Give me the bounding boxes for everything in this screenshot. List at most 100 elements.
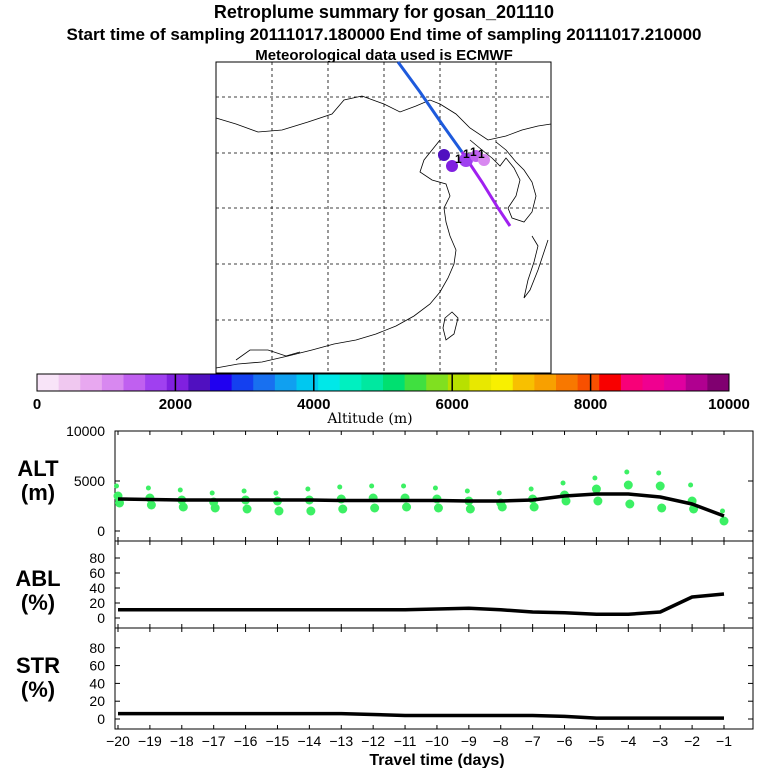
- altitude-point: [273, 490, 279, 496]
- chart-title: Retroplume summary for gosan_201110: [213, 2, 555, 22]
- altitude-point: [593, 496, 603, 506]
- y-tick-label: 20: [89, 693, 105, 709]
- colorbar-swatch: [383, 374, 406, 391]
- plume-blobs: [438, 149, 490, 172]
- colorbar-frame: [36, 373, 730, 392]
- colorbar-swatch: [210, 374, 233, 391]
- map-frame: [215, 61, 552, 374]
- y-tick-label: 0: [97, 610, 105, 626]
- altitude-point: [496, 490, 502, 496]
- colorbar-swatch: [426, 374, 449, 391]
- x-tick-label: −8: [493, 733, 509, 749]
- str-series-line: [118, 711, 724, 720]
- altitude-point: [241, 488, 247, 494]
- colorbar-label: Altitude (m): [326, 411, 412, 427]
- altitude-point: [146, 500, 156, 510]
- altitude-point: [561, 496, 571, 506]
- colorbar-swatch: [80, 374, 103, 391]
- altitude-colorbar: [36, 373, 730, 392]
- x-tick-label: −15: [266, 733, 290, 749]
- colorbar-swatch: [534, 374, 557, 391]
- altitude-point: [623, 480, 633, 490]
- purple-trajectory: [460, 151, 512, 227]
- x-tick-label: −12: [361, 733, 385, 749]
- altitude-point: [178, 502, 188, 512]
- y-tick-label: 80: [89, 550, 105, 566]
- altitude-point: [370, 503, 380, 513]
- colorbar-swatch: [166, 374, 189, 391]
- y-axis-label: (%): [21, 590, 55, 615]
- altitude-point: [274, 506, 284, 516]
- altitude-point: [432, 485, 438, 491]
- map-gridlines: [216, 62, 551, 373]
- altitude-point: [624, 469, 630, 475]
- colorbar-swatch: [685, 374, 708, 391]
- altitude-point: [657, 503, 667, 513]
- x-tick-label: −6: [557, 733, 573, 749]
- x-tick-label: −3: [652, 733, 668, 749]
- colorbar-swatch: [318, 374, 341, 391]
- colorbar-swatch: [447, 374, 470, 391]
- y-tick-label: 0: [97, 523, 105, 539]
- altitude-point: [592, 475, 598, 481]
- altitude-point: [337, 484, 343, 490]
- y-tick-label: 60: [89, 658, 105, 674]
- altitude-point: [338, 504, 348, 514]
- met-data-note: Meteorological data used is ECMWF: [255, 47, 513, 64]
- y-tick-label: 5000: [74, 473, 105, 489]
- altitude-point: [560, 480, 566, 486]
- colorbar-swatch: [339, 374, 362, 391]
- colorbar-swatch: [361, 374, 384, 391]
- x-tick-label: −4: [620, 733, 636, 749]
- x-tick-label: −2: [684, 733, 700, 749]
- colorbar-tick-label: 10000: [708, 396, 750, 413]
- altitude-point: [306, 506, 316, 516]
- colorbar-swatch: [512, 374, 535, 391]
- altitude-point: [719, 516, 729, 526]
- y-tick-label: 40: [89, 675, 105, 691]
- altitude-point: [464, 488, 470, 494]
- y-tick-label: 80: [89, 640, 105, 656]
- colorbar-swatch: [123, 374, 146, 391]
- altitude-point: [720, 508, 725, 514]
- map-coastlines: [215, 95, 552, 369]
- colorbar-tick-label: 2000: [159, 396, 192, 413]
- colorbar-tick-label: 8000: [574, 396, 607, 413]
- x-tick-label: −9: [461, 733, 477, 749]
- y-axis-label: (m): [21, 480, 55, 505]
- altitude-point: [177, 487, 183, 493]
- colorbar-swatch: [707, 374, 730, 391]
- y-tick-label: 20: [89, 595, 105, 611]
- time-series-panels: 0500010000ALT(m)020406080ABL(%)020406080…: [15, 423, 754, 768]
- altitude-point: [401, 483, 407, 489]
- x-tick-label: −14: [297, 733, 321, 749]
- colorbar-swatch: [231, 374, 254, 391]
- colorbar-swatch: [296, 374, 319, 391]
- y-axis-label: ALT: [17, 456, 59, 481]
- panel-alt: 0 5000 10000 ALT(m): [17, 423, 754, 542]
- blue-trajectory: [396, 61, 464, 153]
- y-tick-label: 0: [97, 711, 105, 727]
- map-label-4: 1: [478, 147, 485, 161]
- colorbar-swatch: [556, 374, 579, 391]
- panel-frame: [114, 540, 754, 629]
- colorbar-swatch: [58, 374, 81, 391]
- x-tick-label: −5: [588, 733, 604, 749]
- altitude-point: [114, 483, 119, 489]
- colorbar-swatch: [274, 374, 297, 391]
- x-tick-label: −18: [170, 733, 194, 749]
- colorbar-tick-label: 4000: [297, 396, 330, 413]
- altitude-point: [529, 502, 539, 512]
- colorbar-swatch: [188, 374, 211, 391]
- y-axis-label: ABL: [15, 566, 60, 591]
- colorbar-swatch: [469, 374, 492, 391]
- map-label-2: 1: [463, 147, 470, 161]
- sampling-times: Start time of sampling 20111017.180000 E…: [66, 25, 702, 44]
- x-tick-label: −19: [138, 733, 162, 749]
- colorbar-swatch: [145, 374, 168, 391]
- altitude-point: [655, 481, 665, 491]
- altitude-point: [656, 470, 662, 476]
